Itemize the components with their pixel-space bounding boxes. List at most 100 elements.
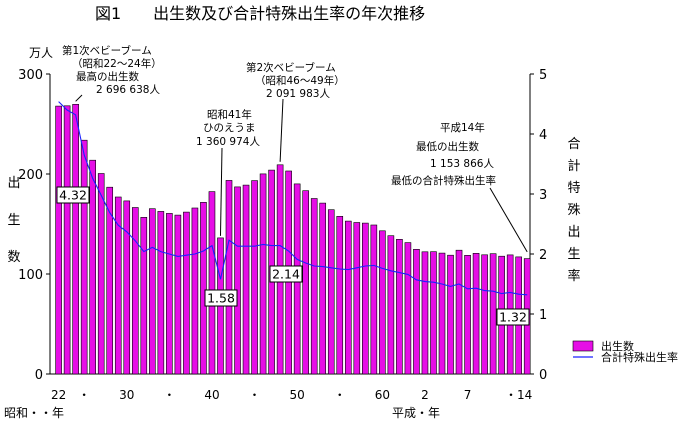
left-tick-label: 200: [18, 168, 43, 183]
right-tick-label: 3: [539, 188, 547, 203]
left-tick-label: 300: [18, 68, 43, 83]
birth-bar: [123, 200, 131, 375]
x-tick-label: 40: [204, 388, 219, 402]
right-tick-label: 0: [539, 368, 547, 383]
annotation-boom1-line: 最高の出生数: [76, 70, 139, 83]
annotation-lowest-line: 最低の出生数: [416, 140, 479, 153]
rate-value-label: 1.32: [499, 310, 527, 325]
birth-bar: [430, 251, 437, 375]
birth-bar: [149, 208, 156, 375]
birth-bar: [310, 198, 318, 375]
rate-value-box: [269, 265, 303, 283]
birth-bar: [140, 217, 148, 375]
birth-bar: [63, 105, 71, 375]
annotation-hinoeuma-pointer: [219, 147, 223, 236]
left-tick-label: 100: [18, 268, 43, 283]
birth-bar: [55, 105, 62, 375]
x-tick-label: 2: [421, 388, 429, 402]
birth-bar: [259, 173, 267, 375]
x-tick-label: ・: [334, 388, 346, 402]
annotation-hinoeuma-line: 1 360 974人: [196, 136, 260, 148]
rate-value-box: [496, 308, 530, 326]
annotation-lowest-line: 平成14年: [440, 121, 485, 134]
birth-bar: [404, 242, 412, 375]
right-axis-label-char: 計: [567, 158, 580, 174]
birth-bar: [327, 209, 335, 375]
annotation-boom2-line: 第2次ベビーブーム: [246, 61, 336, 74]
rate-value-label: 1.58: [207, 291, 235, 306]
birth-bar: [387, 235, 395, 375]
birth-bar: [413, 249, 420, 375]
x-era-label-heisei: 平成・年: [392, 406, 440, 420]
birth-bar: [157, 211, 165, 375]
birth-bar: [174, 214, 182, 375]
annotation-boom2-line: 2 091 983人: [266, 88, 330, 100]
annotation-hinoeuma-line: ひのえうま: [203, 122, 256, 134]
birth-bar: [183, 211, 190, 375]
x-tick-label: 60: [375, 388, 390, 402]
annotation-lowest-pointer: [489, 187, 528, 253]
birth-bar: [362, 222, 369, 375]
birth-bar: [353, 222, 361, 375]
birth-bar: [242, 184, 250, 375]
birth-bar: [344, 220, 352, 375]
right-tick-label: 1: [539, 308, 547, 323]
fertility-rate-line: [58, 101, 528, 296]
right-tick-label: 2: [539, 248, 547, 263]
x-tick-label: ・: [163, 388, 175, 402]
right-tick-label: 4: [539, 128, 547, 143]
x-tick-label: 50: [290, 388, 305, 402]
right-axis-label-char: 合: [567, 137, 580, 152]
birth-bar: [489, 253, 497, 375]
birth-bar: [97, 173, 105, 375]
annotation-boom1-pointer: [75, 94, 83, 102]
birth-bar: [319, 202, 327, 375]
birth-bar: [208, 191, 216, 375]
right-axis-label-char: 生: [567, 247, 580, 262]
birth-bar: [447, 254, 454, 375]
x-tick-label: 7: [464, 388, 472, 402]
birth-bar: [302, 190, 309, 375]
birth-bar: [251, 180, 258, 375]
annotation-boom1-line: 第1次ベビーブーム: [62, 44, 152, 57]
birth-bar: [396, 239, 403, 375]
x-era-label-showa: 昭和・・年: [4, 406, 64, 420]
right-axis-label-char: 殊: [567, 203, 580, 218]
left-axis-label-char: 出: [7, 176, 20, 191]
annotation-lowest-line: 1 153 866人: [430, 158, 494, 170]
left-axis-label-char: 生: [7, 213, 20, 228]
birth-bar: [80, 139, 88, 375]
right-tick-label: 5: [539, 68, 547, 83]
left-axis-unit: 万人: [29, 46, 53, 60]
x-tick-label: 30: [119, 388, 134, 402]
birth-bar: [234, 186, 241, 375]
birth-bar: [114, 196, 122, 375]
right-axis-label-char: 出: [567, 225, 580, 240]
right-axis-label-char: 率: [567, 268, 580, 284]
left-tick-label: 0: [35, 368, 43, 383]
legend-line-label: 合計特殊出生率: [601, 350, 678, 364]
birth-bar: [72, 104, 79, 375]
annotation-boom1-line: 2 696 638人: [96, 84, 160, 96]
birth-bar: [200, 202, 207, 375]
left-axis-label-char: 数: [7, 250, 20, 265]
right-axis-label-char: 特: [567, 181, 580, 196]
birth-bar: [336, 216, 344, 375]
legend-bar-swatch: [572, 340, 594, 352]
birth-bar: [131, 207, 139, 375]
annotation-boom2-pointer: [279, 98, 284, 162]
annotation-boom2-line: （昭和46〜49年）: [255, 74, 345, 87]
legend-bar-label: 出生数: [601, 339, 634, 353]
x-tick-label: ・: [78, 388, 90, 402]
rate-value-box: [56, 186, 90, 204]
chart-title: 図1 出生数及び合計特殊出生率の年次推移: [95, 4, 425, 23]
rate-value-label: 4.32: [59, 188, 87, 203]
birth-bar: [379, 230, 386, 375]
x-tick-label: ・: [249, 388, 261, 402]
birth-bar: [438, 252, 446, 375]
x-tick-label: 22: [51, 388, 66, 402]
birth-bar: [472, 253, 480, 375]
annotation-hinoeuma-line: 昭和41年: [207, 108, 252, 121]
